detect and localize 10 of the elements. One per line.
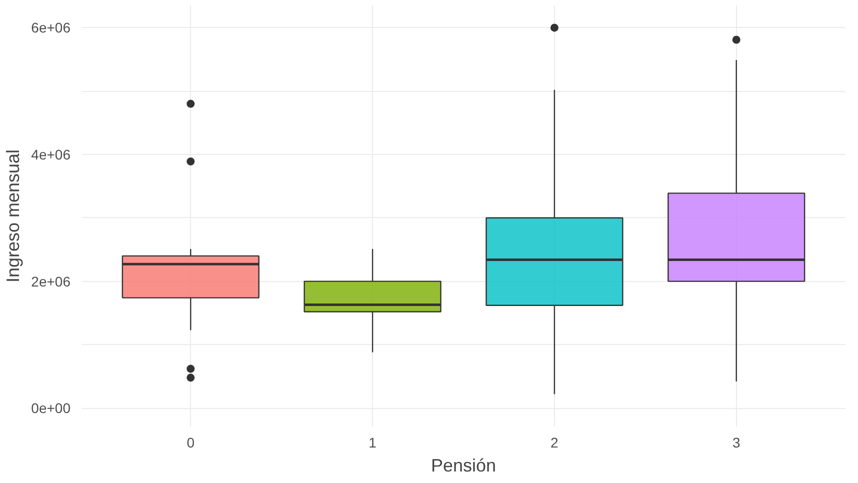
x-axis-title: Pensión — [430, 456, 496, 476]
y-tick-label: 4e+06 — [31, 146, 71, 162]
x-tick-label: 2 — [550, 434, 559, 450]
y-tick-label: 6e+06 — [31, 20, 71, 36]
y-axis-title: Ingreso mensual — [3, 149, 24, 283]
x-tick-label: 1 — [368, 434, 377, 450]
y-tick-label: 2e+06 — [31, 273, 71, 290]
x-tick-label: 0 — [186, 434, 195, 450]
x-tick-label: 3 — [732, 434, 740, 450]
y-tick-label: 0e+00 — [31, 400, 71, 416]
